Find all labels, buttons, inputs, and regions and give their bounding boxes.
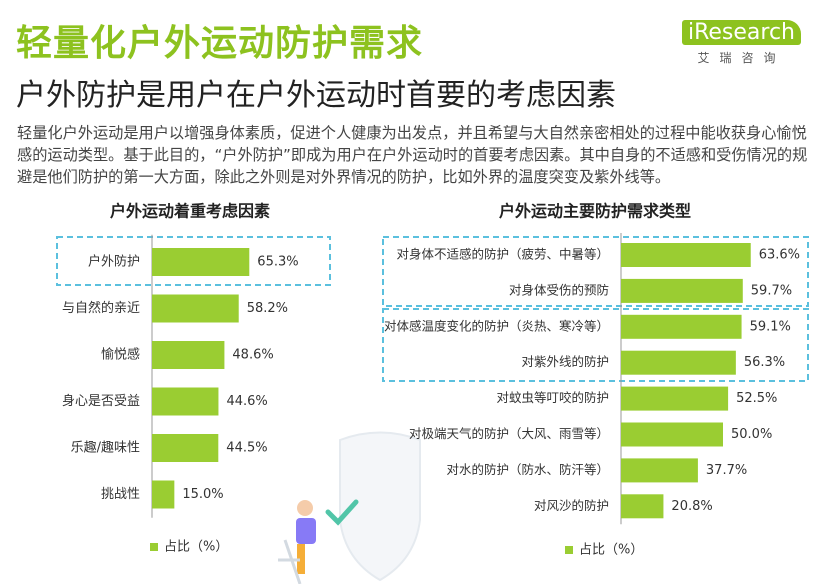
category-label: 对身体不适感的防护（疲劳、中暑等） — [396, 247, 609, 262]
value-label: 59.1% — [750, 319, 791, 334]
value-label: 44.6% — [226, 394, 267, 409]
legend-swatch — [565, 546, 573, 554]
bar — [621, 350, 736, 375]
category-label: 对极端天气的防护（大风、雨雪等） — [409, 426, 609, 441]
legend-label: 占比（%） — [579, 543, 643, 558]
value-label: 48.6% — [232, 348, 273, 363]
category-label: 身心是否受益 — [62, 393, 140, 409]
category-label: 对紫外线的防护 — [521, 354, 609, 369]
bar — [152, 434, 219, 462]
category-label: 对身体受伤的预防 — [509, 282, 609, 297]
bar — [621, 494, 664, 519]
value-label: 59.7% — [751, 283, 792, 298]
bar — [621, 314, 742, 339]
value-label: 44.5% — [226, 441, 267, 456]
bar — [152, 480, 175, 509]
highlight-box — [382, 236, 809, 307]
value-label: 37.7% — [706, 463, 747, 478]
value-label: 52.5% — [736, 391, 777, 406]
illustration — [278, 431, 421, 584]
value-label: 20.8% — [671, 499, 712, 514]
logo-brand: iResearch — [681, 20, 801, 45]
value-label: 63.6% — [759, 248, 800, 263]
bar — [152, 387, 219, 416]
value-label: 58.2% — [247, 301, 288, 316]
page-subtitle: 户外防护是用户在户外运动时首要的考虑因素 — [16, 78, 616, 113]
bar — [152, 341, 225, 369]
bar — [621, 278, 743, 303]
chart-title: 户外运动主要防护需求类型 — [499, 202, 691, 221]
bar — [621, 458, 698, 483]
category-label: 对风沙的防护 — [534, 498, 609, 513]
body-text: 轻量化户外运动是用户以增强身体素质，促进个人健康为出发点，并且希望与大自然亲密相… — [17, 124, 808, 186]
logo: iResearch 艾瑞咨询 — [681, 20, 801, 66]
category-label: 对水的防护（防水、防汗等） — [446, 462, 609, 477]
category-label: 与自然的亲近 — [62, 300, 140, 316]
highlight-box — [382, 308, 809, 382]
category-label: 愉悦感 — [101, 347, 140, 363]
value-label: 56.3% — [744, 355, 785, 370]
bar — [152, 294, 239, 323]
bar — [621, 243, 751, 267]
value-label: 50.0% — [731, 427, 772, 442]
legend-label: 占比（%） — [164, 540, 228, 555]
page-title: 轻量化户外运动防护需求 — [16, 23, 424, 64]
category-label: 对蚊虫等叮咬的防护 — [496, 390, 609, 405]
legend-swatch — [150, 543, 158, 551]
value-label: 65.3% — [257, 255, 298, 270]
category-label: 乐趣/趣味性 — [71, 441, 140, 456]
bar — [621, 422, 723, 447]
category-label: 户外防护 — [88, 254, 140, 270]
category-label: 对体感温度变化的防护（炎热、寒冷等） — [384, 318, 609, 333]
logo-cn: 艾瑞咨询 — [697, 51, 786, 65]
bar — [621, 386, 729, 411]
chart-title: 户外运动着重考虑因素 — [110, 202, 270, 221]
value-label: 15.0% — [182, 487, 223, 502]
bar — [152, 248, 250, 276]
category-label: 挑战性 — [101, 487, 140, 502]
